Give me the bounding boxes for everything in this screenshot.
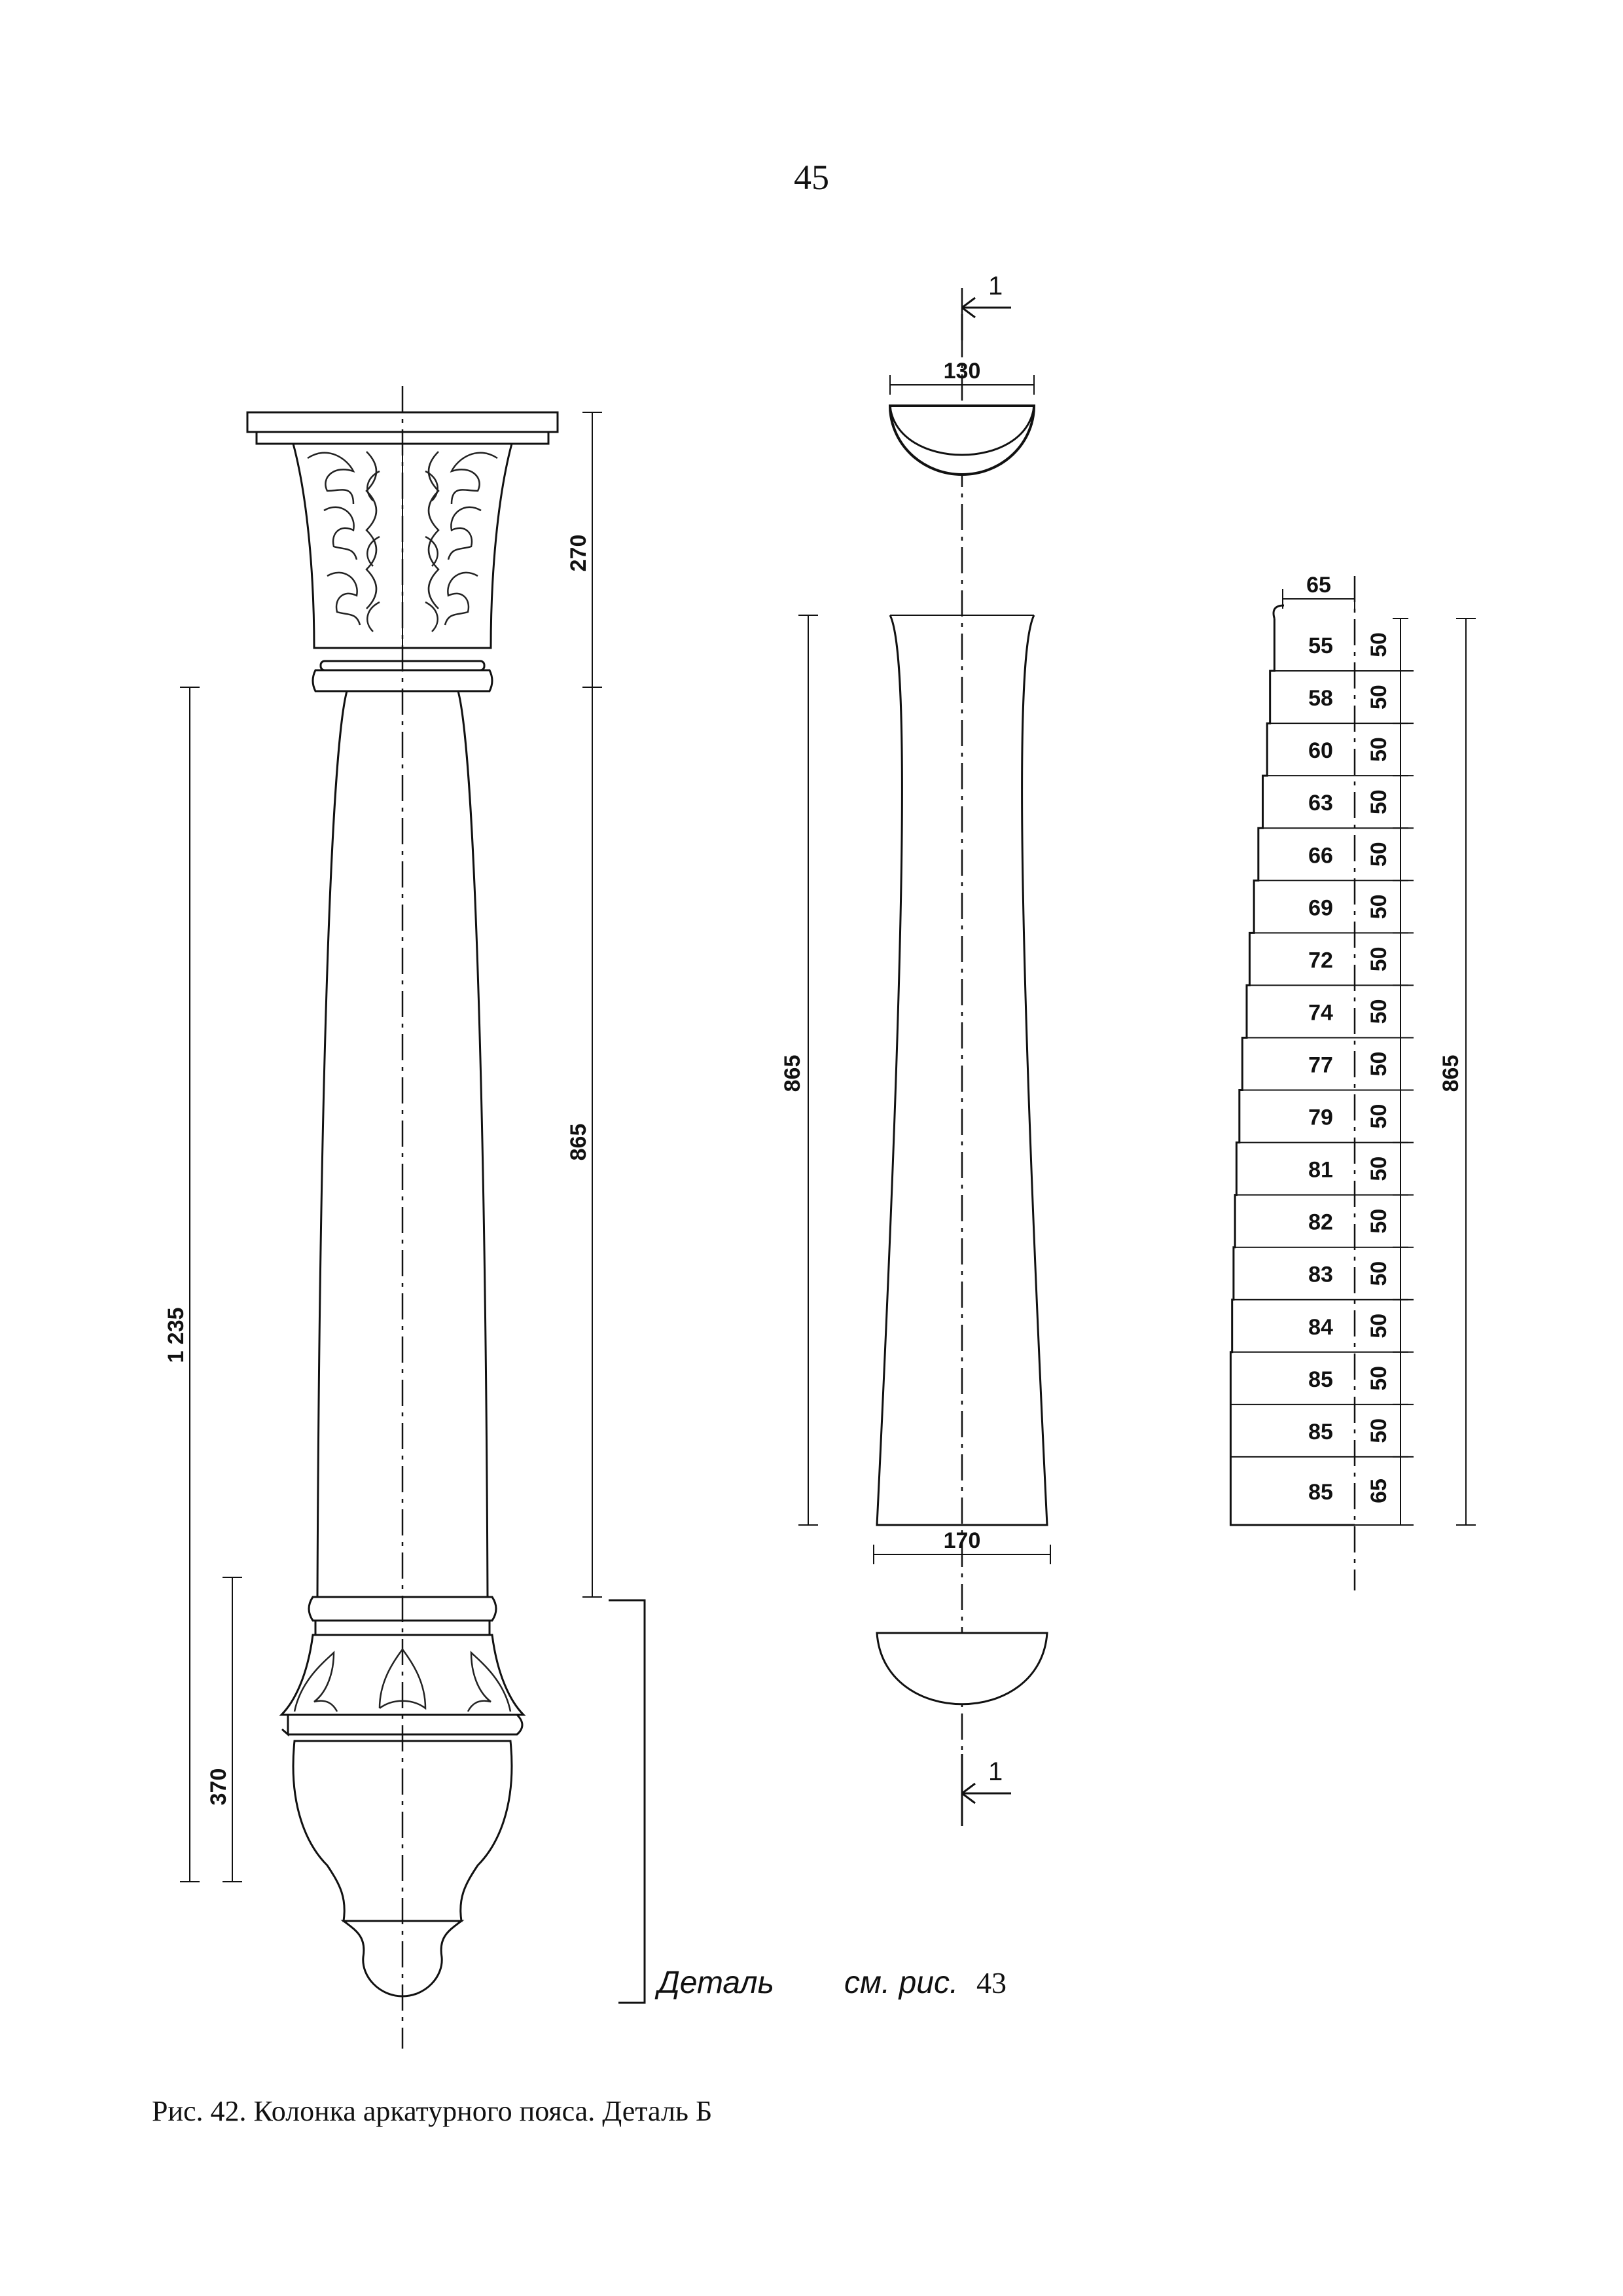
neck-astragal — [312, 669, 493, 692]
detail-label: Деталь — [654, 1965, 774, 2000]
dim-section-bottom: 170 — [944, 1528, 981, 1553]
profile-width-label: 85 — [1308, 1420, 1333, 1444]
detail-bracket — [609, 1599, 646, 2004]
section-view: 1 130 865 170 1 — [780, 272, 1051, 1833]
page-number: 45 — [794, 158, 829, 197]
profile-step-label: 50 — [1366, 1104, 1391, 1129]
profile-step-label: 50 — [1366, 1157, 1391, 1181]
profile-width-label: 69 — [1308, 895, 1333, 920]
figure-caption: Рис. 42. Колонка аркатурного пояса. Дета… — [152, 2095, 713, 2127]
profile-step-label: 50 — [1366, 946, 1391, 971]
profile-step-label: 50 — [1366, 1261, 1391, 1286]
dim-section-height: 865 — [780, 1055, 805, 1092]
profile-width-label: 85 — [1308, 1480, 1333, 1505]
profile-width-label: 79 — [1308, 1105, 1333, 1130]
profile-step-label: 50 — [1366, 685, 1391, 709]
dim-capital: 270 — [566, 535, 591, 572]
profile-top-width: 65 — [1306, 573, 1331, 598]
profile-width-label: 60 — [1308, 738, 1333, 763]
detail-ref-text: см. рис. — [844, 1965, 958, 2000]
profile-width-label: 58 — [1308, 686, 1333, 711]
profile-width-label: 77 — [1308, 1052, 1333, 1077]
profile-step-label: 50 — [1366, 789, 1391, 814]
section-bottom-halfdisc — [876, 1632, 1048, 1706]
profile-width-label: 72 — [1308, 948, 1333, 973]
section-shaft — [876, 615, 1048, 1526]
profile-width-label: 81 — [1308, 1158, 1333, 1183]
base-finial — [340, 1920, 465, 1998]
base-leaf-band — [279, 1634, 526, 1716]
base-ring-top — [308, 1596, 497, 1622]
profile-total-height: 865 — [1438, 1055, 1463, 1092]
profile-step-label: 50 — [1366, 737, 1391, 762]
profile-width-label: 84 — [1308, 1315, 1333, 1340]
dim-base: 370 — [206, 1768, 231, 1806]
column-elevation: 270 865 1 235 370 Деталь см. рис. 43 — [164, 386, 1007, 2049]
profile-width-label: 82 — [1308, 1210, 1333, 1235]
profile-table: 65 865 55 50 58 50 60 50 63 50 66 50 69 50 72 50 74 50 7… — [1229, 573, 1476, 1590]
profile-width-label: 85 — [1308, 1367, 1333, 1392]
profile-step-label: 50 — [1366, 894, 1391, 919]
profile-step-label: 50 — [1366, 1314, 1391, 1338]
profile-width-label: 83 — [1308, 1263, 1333, 1287]
profile-step-label: 50 — [1366, 1418, 1391, 1443]
profile-step-label: 65 — [1366, 1479, 1391, 1503]
profile-step-label: 50 — [1366, 1052, 1391, 1077]
dim-shaft: 865 — [566, 1124, 591, 1161]
base-ring-mid — [314, 1619, 491, 1636]
profile-step-label: 50 — [1366, 632, 1391, 657]
profile-top-flare — [1272, 604, 1285, 619]
profile-width-label: 63 — [1308, 791, 1333, 816]
detail-ref-number: 43 — [976, 1966, 1007, 2000]
profile-step-label: 50 — [1366, 1209, 1391, 1234]
base-leaves — [293, 1647, 512, 1712]
dim-total: 1 235 — [164, 1307, 188, 1363]
section-mark-bottom: 1 — [988, 1757, 1003, 1786]
base-torus — [281, 1713, 524, 1737]
profile-outline — [1229, 619, 1355, 1526]
section-mark-top: 1 — [988, 272, 1003, 300]
section-top-halfdisc — [888, 404, 1036, 476]
profile-step-label: 50 — [1366, 842, 1391, 867]
profile-step-label: 50 — [1366, 999, 1391, 1024]
dim-section-top: 130 — [944, 359, 981, 384]
profile-width-label: 55 — [1308, 634, 1333, 658]
capital-foliage — [307, 445, 498, 648]
capital-bell — [292, 442, 513, 649]
profile-width-label: 74 — [1308, 1000, 1333, 1025]
profile-step-label: 50 — [1366, 1366, 1391, 1391]
profile-width-label: 66 — [1308, 843, 1333, 868]
